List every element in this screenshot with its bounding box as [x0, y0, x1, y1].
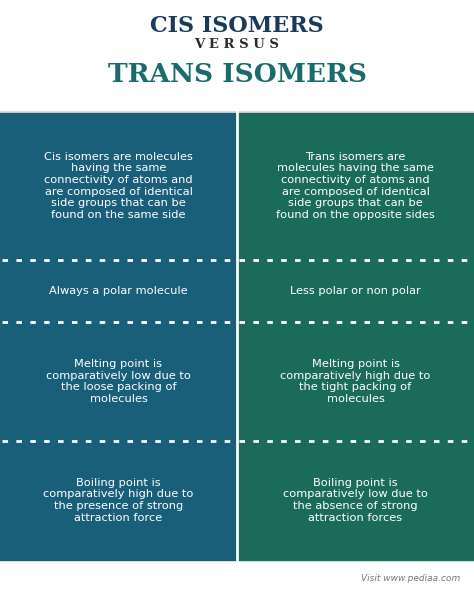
Text: Cis isomers are molecules
having the same
connectivity of atoms and
are composed: Cis isomers are molecules having the sam…: [44, 152, 193, 220]
Bar: [0, 112, 237, 260]
Text: Less polar or non polar: Less polar or non polar: [290, 286, 421, 296]
Text: Trans isomers are
molecules having the same
connectivity of atoms and
are compos: Trans isomers are molecules having the s…: [276, 152, 435, 220]
Text: Boiling point is
comparatively high due to
the presence of strong
attraction for: Boiling point is comparatively high due …: [43, 478, 194, 522]
Bar: [0, 260, 237, 322]
Text: Always a polar molecule: Always a polar molecule: [49, 286, 188, 296]
Text: CIS ISOMERS: CIS ISOMERS: [150, 15, 324, 37]
Bar: [237, 260, 474, 322]
Bar: [237, 322, 474, 441]
Text: Melting point is
comparatively high due to
the tight packing of
molecules: Melting point is comparatively high due …: [280, 359, 431, 404]
Bar: [237, 441, 474, 560]
Bar: [0, 441, 237, 560]
Text: Boiling point is
comparatively low due to
the absence of strong
attraction force: Boiling point is comparatively low due t…: [283, 478, 428, 522]
Text: V E R S U S: V E R S U S: [194, 38, 280, 51]
Bar: [0, 322, 237, 441]
Text: Visit www.pediaa.com: Visit www.pediaa.com: [361, 574, 460, 583]
Text: TRANS ISOMERS: TRANS ISOMERS: [108, 62, 366, 87]
Text: Melting point is
comparatively low due to
the loose packing of
molecules: Melting point is comparatively low due t…: [46, 359, 191, 404]
Bar: [237, 112, 474, 260]
